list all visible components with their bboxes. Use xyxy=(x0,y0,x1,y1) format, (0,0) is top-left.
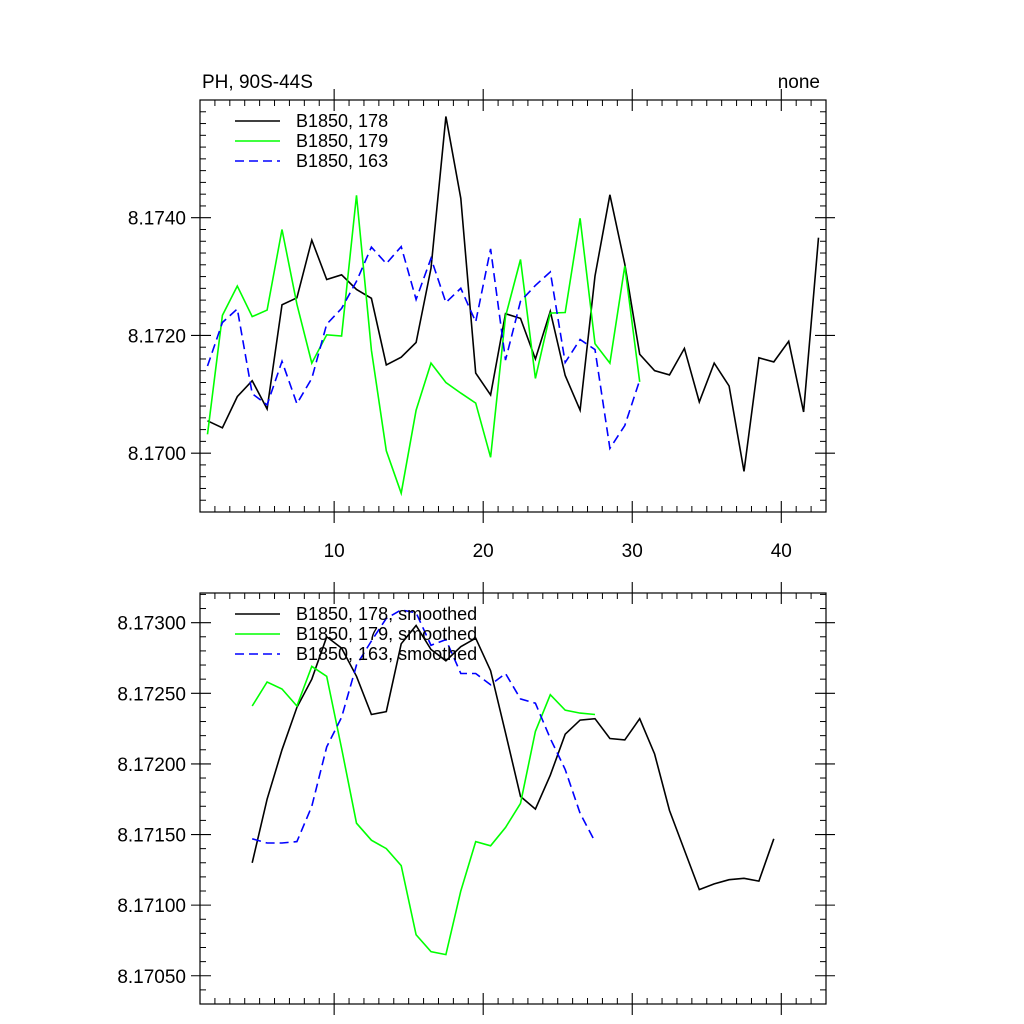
x-tick-label: 10 xyxy=(324,541,345,562)
plot-frame xyxy=(199,99,827,513)
y-tick-label: 8.17100 xyxy=(117,896,186,917)
plot-frame xyxy=(199,592,827,1005)
legend-label: B1850, 178 xyxy=(296,111,388,131)
y-tick-label: 8.1720 xyxy=(128,326,186,347)
series-line-1 xyxy=(251,624,775,891)
chart-title-left: PH, 90S-44S xyxy=(202,72,313,93)
y-tick-label: 8.17050 xyxy=(117,967,186,988)
series-line-3 xyxy=(251,609,596,844)
x-tick-label: 40 xyxy=(771,541,792,562)
series-line-2 xyxy=(251,665,596,956)
chart-title-right: none xyxy=(778,72,820,93)
legend-label: B1850, 178, smoothed xyxy=(296,604,477,624)
legend-label: B1850, 163, smoothed xyxy=(296,644,477,664)
legend-label: B1850, 179 xyxy=(296,131,388,151)
y-tick-label: 8.1740 xyxy=(128,209,186,230)
series-line-1 xyxy=(207,116,820,472)
x-tick-label: 20 xyxy=(473,541,494,562)
y-tick-label: 8.17250 xyxy=(117,684,186,705)
bottom-panel: 8.17050 8.17100 8.17150 8.17200 8.17250 8.173… xyxy=(117,582,835,1015)
x-tick-label: 30 xyxy=(622,541,643,562)
y-tick-label: 8.17200 xyxy=(117,755,186,776)
y-tick-label: 8.17150 xyxy=(117,826,186,847)
y-tick-label: 8.17300 xyxy=(117,614,186,635)
y-tick-label: 8.1700 xyxy=(128,444,186,465)
legend-label: B1850, 179, smoothed xyxy=(296,624,477,644)
series-line-2 xyxy=(206,195,641,497)
legend-label: B1850, 163 xyxy=(296,151,388,171)
series-line-3 xyxy=(206,244,641,451)
